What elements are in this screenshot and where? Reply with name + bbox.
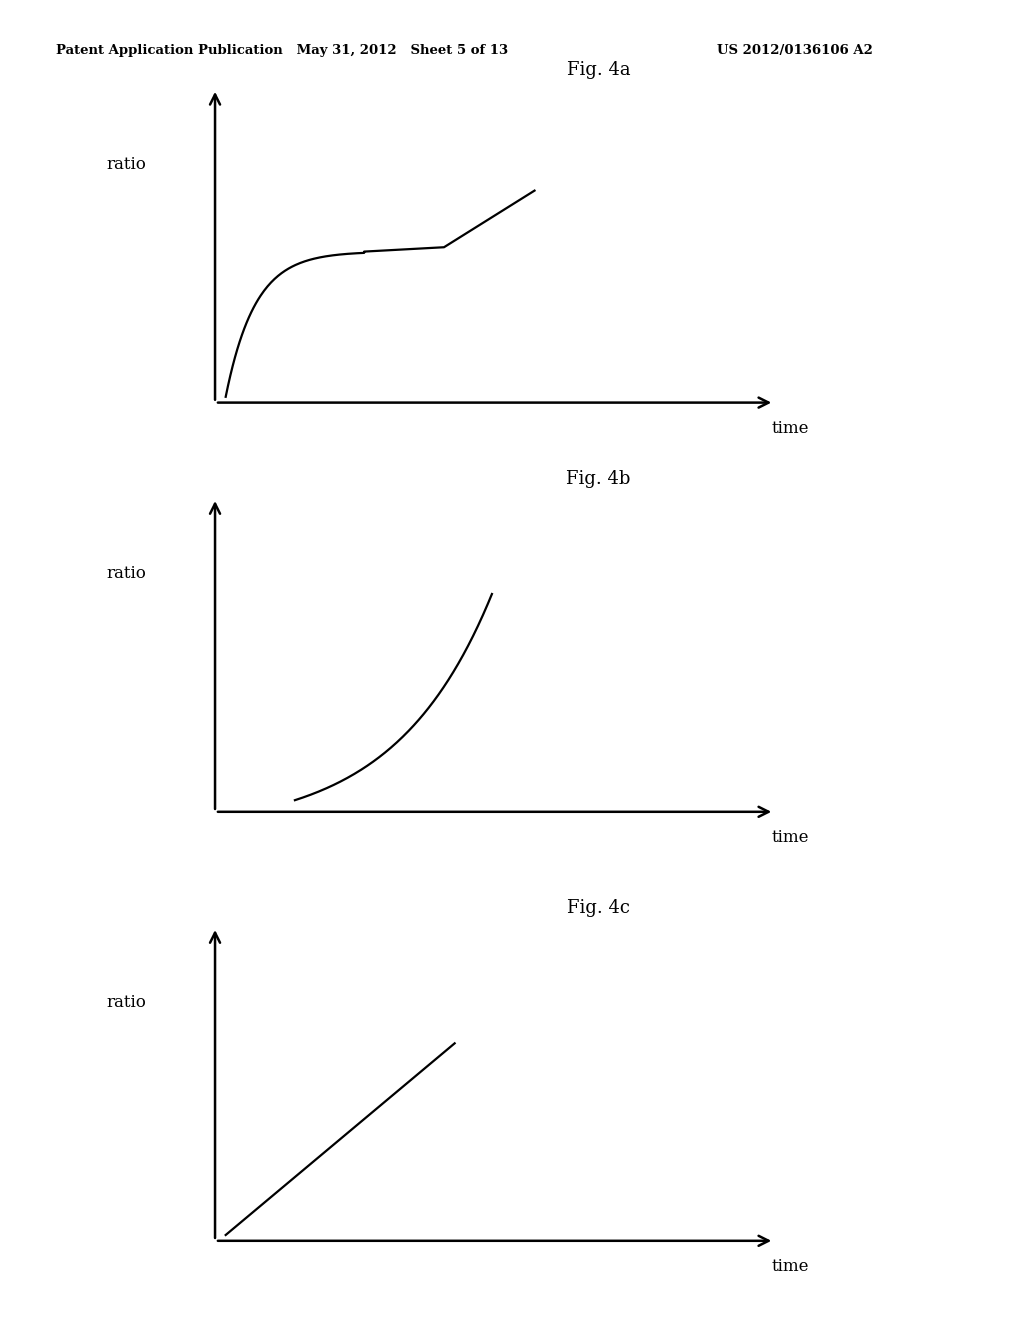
Text: time: time — [771, 1258, 809, 1275]
Text: time: time — [771, 829, 809, 846]
Text: Fig. 4c: Fig. 4c — [567, 899, 630, 917]
Text: Fig. 4a: Fig. 4a — [566, 61, 630, 79]
Text: Patent Application Publication   May 31, 2012   Sheet 5 of 13: Patent Application Publication May 31, 2… — [56, 44, 509, 57]
Text: time: time — [771, 420, 809, 437]
Text: US 2012/0136106 A2: US 2012/0136106 A2 — [717, 44, 872, 57]
Text: ratio: ratio — [105, 156, 145, 173]
Text: ratio: ratio — [105, 994, 145, 1011]
Text: ratio: ratio — [105, 565, 145, 582]
Text: Fig. 4b: Fig. 4b — [566, 470, 631, 488]
